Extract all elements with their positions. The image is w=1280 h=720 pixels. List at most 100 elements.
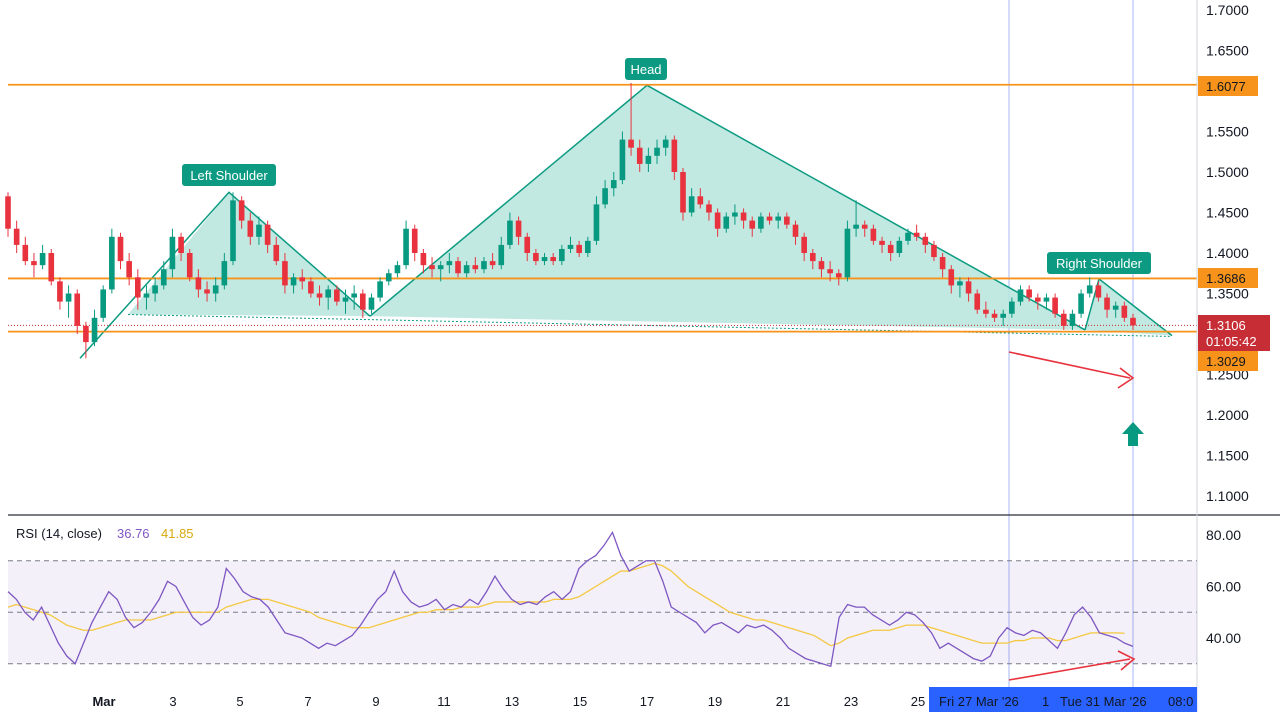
candle-body [1060,313,1067,326]
rsi-ma-line [7,562,1125,647]
candle-body [645,155,652,164]
svg-text:1.3106: 1.3106 [1206,318,1246,333]
crosshair-label-3: Tue 31 Mar '26 [1060,694,1147,709]
candle-body [844,228,851,278]
candle-body [1112,305,1119,310]
candle-body [1034,297,1041,302]
price-panel[interactable] [5,0,1197,687]
candle-body [178,236,184,253]
candle-body [498,244,505,266]
level-tag-1-3686: 1.3686 [1198,268,1258,288]
candle-body [913,232,920,237]
time-tick-label: 5 [236,694,243,709]
candle-body [221,261,228,286]
candle-body [853,224,859,229]
candle-body [455,261,461,274]
candle-body [91,317,98,343]
candle-body [290,277,297,286]
candle-body [48,253,55,282]
head-label: Head [630,62,661,77]
candle-body [524,236,531,253]
candle-body [39,253,46,266]
candle-body [628,139,634,148]
candle-body [100,289,107,318]
candle-body [152,285,158,294]
candle-body [533,253,539,262]
candle-body [758,216,764,229]
time-tick-label: 19 [708,694,722,709]
candle-body [662,139,669,148]
candle-body [688,196,695,213]
price-tick-label: 1.5500 [1206,124,1249,140]
candle-body [870,228,877,241]
candle-body [65,293,72,302]
candle-body [541,257,548,262]
candle-body [550,257,557,262]
candle-body [1009,301,1015,314]
candle-body [429,265,435,270]
price-tick-label: 1.2000 [1206,407,1249,423]
candle-body [1043,297,1050,302]
candle-body [256,224,262,237]
candle-body [515,220,522,237]
candle-body [706,204,712,213]
crosshair-label-1: Fri 27 Mar '26 [939,694,1019,709]
candle-body [749,220,756,229]
rsi-panel[interactable] [7,530,1197,681]
price-tick-label: 1.4000 [1206,245,1249,261]
candle-body [896,240,903,253]
time-tick-label: 7 [304,694,311,709]
candle-body [273,244,280,262]
right-shoulder-label: Right Shoulder [1056,256,1143,271]
candle-body [636,147,643,164]
candle-body [809,253,816,262]
crosshair-label-2: 1 [1042,694,1049,709]
candle-body [143,293,150,298]
candle-body [109,236,115,290]
candle-body [489,261,496,266]
candle-body [195,277,202,290]
rsi-legend-ma-value: 41.85 [161,526,194,541]
price-axis[interactable]: 1.7000 1.6500 1.5500 1.5000 1.4500 1.4000 1.35… [1206,2,1249,504]
candle-body [654,147,660,156]
time-tick-label: 17 [640,694,654,709]
candle-body [325,289,332,298]
time-tick-label: Mar [92,694,115,709]
price-tick-label: 1.1000 [1206,488,1249,504]
crosshair-date-bar: Fri 27 Mar '26 1 Tue 31 Mar '26 08:0 [929,687,1197,712]
candle-body [238,200,245,221]
price-tick-label: 1.3500 [1206,286,1249,302]
candle-body [377,281,383,298]
candle-body [446,261,453,266]
candle-body [948,269,955,286]
candle-body [610,180,617,189]
level-tag-1-6077: 1.6077 [1198,76,1258,96]
candle-body [13,228,20,245]
rsi-tick-label: 80.00 [1206,527,1241,543]
candle-body [766,216,773,221]
svg-text:1.3686: 1.3686 [1206,271,1246,286]
candle-body [818,261,825,270]
candle-body [775,216,782,221]
candle-body [584,240,591,253]
rsi-legend-value: 36.76 [117,526,150,541]
neckline [127,314,1171,337]
rsi-divergence-arrowhead [1117,650,1136,671]
candle-body [576,244,582,253]
candle-body [1121,305,1128,318]
buy-arrow-icon [1122,422,1144,446]
candle-body [593,204,600,241]
candle-body [507,220,513,245]
candle-body [1095,285,1102,298]
candle-body [117,236,124,262]
rsi-axis[interactable]: 80.00 60.00 40.00 [1206,527,1241,646]
candle-body [368,297,375,310]
time-axis[interactable]: Mar 3 5 7 9 11 13 15 17 19 21 23 25 [92,694,925,709]
candle-body [247,220,254,237]
rsi-legend-label: RSI (14, close) [16,526,102,541]
candle-body [974,293,981,310]
candle-body [922,236,929,245]
candle-body [74,293,81,326]
candle-body [134,277,141,298]
